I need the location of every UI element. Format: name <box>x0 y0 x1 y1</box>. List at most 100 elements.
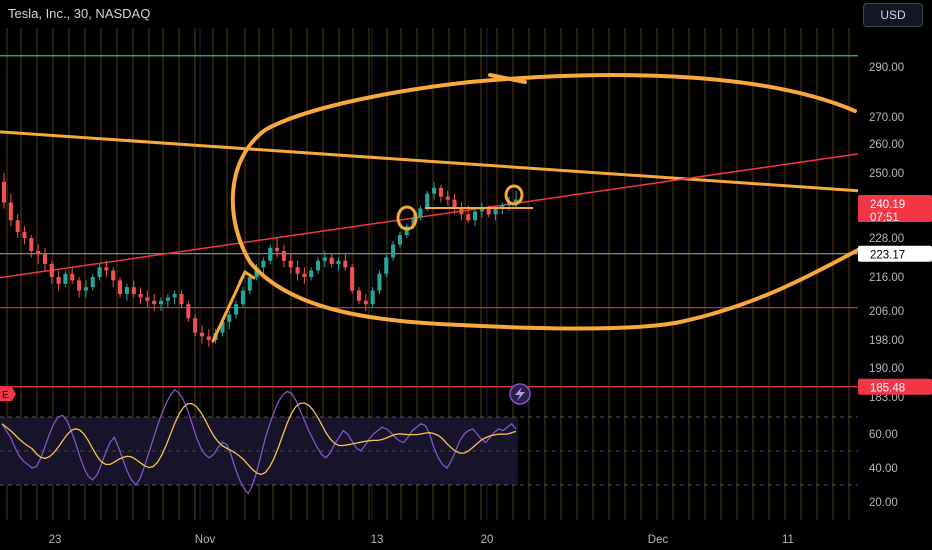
oscillator-tick-label: 40.00 <box>869 463 898 475</box>
candle <box>315 257 321 274</box>
candle-body <box>513 199 519 203</box>
candle <box>459 202 464 221</box>
session-stripe-46 <box>736 28 738 520</box>
session-stripe-48 <box>768 28 770 520</box>
oscillator-tick-label: 20.00 <box>869 497 898 509</box>
lightning-icon[interactable] <box>509 383 531 405</box>
candle <box>281 244 286 268</box>
candle <box>77 277 82 298</box>
candle-body <box>227 314 232 322</box>
candle <box>90 273 95 291</box>
candle <box>438 184 443 203</box>
candle-body <box>418 208 423 218</box>
rsi-line <box>1 388 517 495</box>
trend-drawings <box>0 130 859 279</box>
session-stripe-41 <box>656 28 658 520</box>
trendline-1 <box>0 153 859 279</box>
candle <box>193 314 198 337</box>
session-stripe-23 <box>368 28 370 520</box>
time-tick-label: 23 <box>49 534 62 546</box>
candle-body <box>370 290 375 305</box>
candle <box>343 254 348 271</box>
session-stripe-24 <box>386 28 388 520</box>
candle-body <box>70 273 75 281</box>
time-tick-label: Nov <box>195 534 216 546</box>
session-stripe-44 <box>704 28 706 520</box>
candle-body <box>22 232 27 238</box>
candle-body <box>104 267 109 271</box>
price-tick-label: 290.00 <box>869 62 904 74</box>
price-tick-label: 250.00 <box>869 168 904 180</box>
candle-body <box>83 287 88 291</box>
session-stripe-21 <box>338 28 340 520</box>
session-stripe-39 <box>624 28 626 520</box>
session-stripe-45 <box>720 28 722 520</box>
candle-body <box>425 193 430 209</box>
candle <box>158 297 164 311</box>
candle-body <box>63 273 68 284</box>
candle <box>397 232 402 248</box>
candle-body <box>445 196 450 200</box>
candle <box>111 267 116 288</box>
candle-body <box>42 254 48 264</box>
currency-button[interactable]: USD <box>863 3 923 27</box>
session-stripe-27 <box>432 28 434 520</box>
session-stripe-9 <box>148 28 150 520</box>
candle-body <box>452 199 457 209</box>
rsi-signal-line <box>1 402 517 476</box>
candle-body <box>261 260 266 268</box>
session-stripe-50 <box>800 28 802 520</box>
candle <box>322 251 327 268</box>
session-stripe-47 <box>752 28 754 520</box>
session-stripe-2 <box>36 28 38 520</box>
candle-body <box>152 300 157 305</box>
candle <box>261 257 266 274</box>
candle-body <box>459 208 464 215</box>
session-stripe-37 <box>592 28 594 520</box>
session-stripe-25 <box>400 28 402 520</box>
candle <box>377 270 382 294</box>
candle-body <box>377 273 382 291</box>
level-badge-223-bg <box>858 245 932 262</box>
session-stripe-0 <box>6 28 8 520</box>
candle <box>104 260 109 277</box>
candle <box>472 208 478 227</box>
candle-body <box>432 187 437 194</box>
candle-body <box>411 217 416 227</box>
candle-body <box>384 257 389 274</box>
candle-body <box>391 244 396 258</box>
price-tick-label: 228.00 <box>869 233 904 245</box>
session-stripe-5 <box>84 28 86 520</box>
candle-body <box>288 260 293 268</box>
candle-body <box>247 277 252 291</box>
session-stripe-38 <box>608 28 610 520</box>
event-flag-icon[interactable]: E <box>0 387 16 401</box>
candle <box>131 280 136 298</box>
time-axis: 23 Nov 13 20 Dec 11 <box>49 534 794 546</box>
candle <box>302 267 307 284</box>
candle <box>1 173 7 209</box>
candle <box>432 181 437 200</box>
candle <box>124 283 129 301</box>
price-tick-label: 198.00 <box>869 335 904 347</box>
candle-body <box>158 300 164 305</box>
last-price-badge-text: 240.19 <box>870 199 905 211</box>
candle-body <box>336 260 341 264</box>
candle <box>199 325 205 344</box>
chart-title: Tesla, Inc., 30, NASDAQ <box>8 6 151 21</box>
candle-body <box>97 267 102 277</box>
price-axis: 290.00 270.00 260.00 250.00 228.00 216.00 206.… <box>869 62 904 404</box>
candle-body <box>397 235 402 245</box>
candle-body <box>438 187 443 197</box>
oscillator-tick-label: 60.00 <box>869 429 898 441</box>
session-stripe-8 <box>132 28 134 520</box>
candle <box>227 311 232 330</box>
session-stripe-18 <box>290 28 292 520</box>
candle <box>186 300 191 322</box>
time-tick-label: Dec <box>648 534 669 546</box>
candle-body <box>118 280 123 294</box>
trendline-0 <box>0 130 859 193</box>
candle <box>70 267 75 284</box>
time-tick-label: 20 <box>481 534 494 546</box>
